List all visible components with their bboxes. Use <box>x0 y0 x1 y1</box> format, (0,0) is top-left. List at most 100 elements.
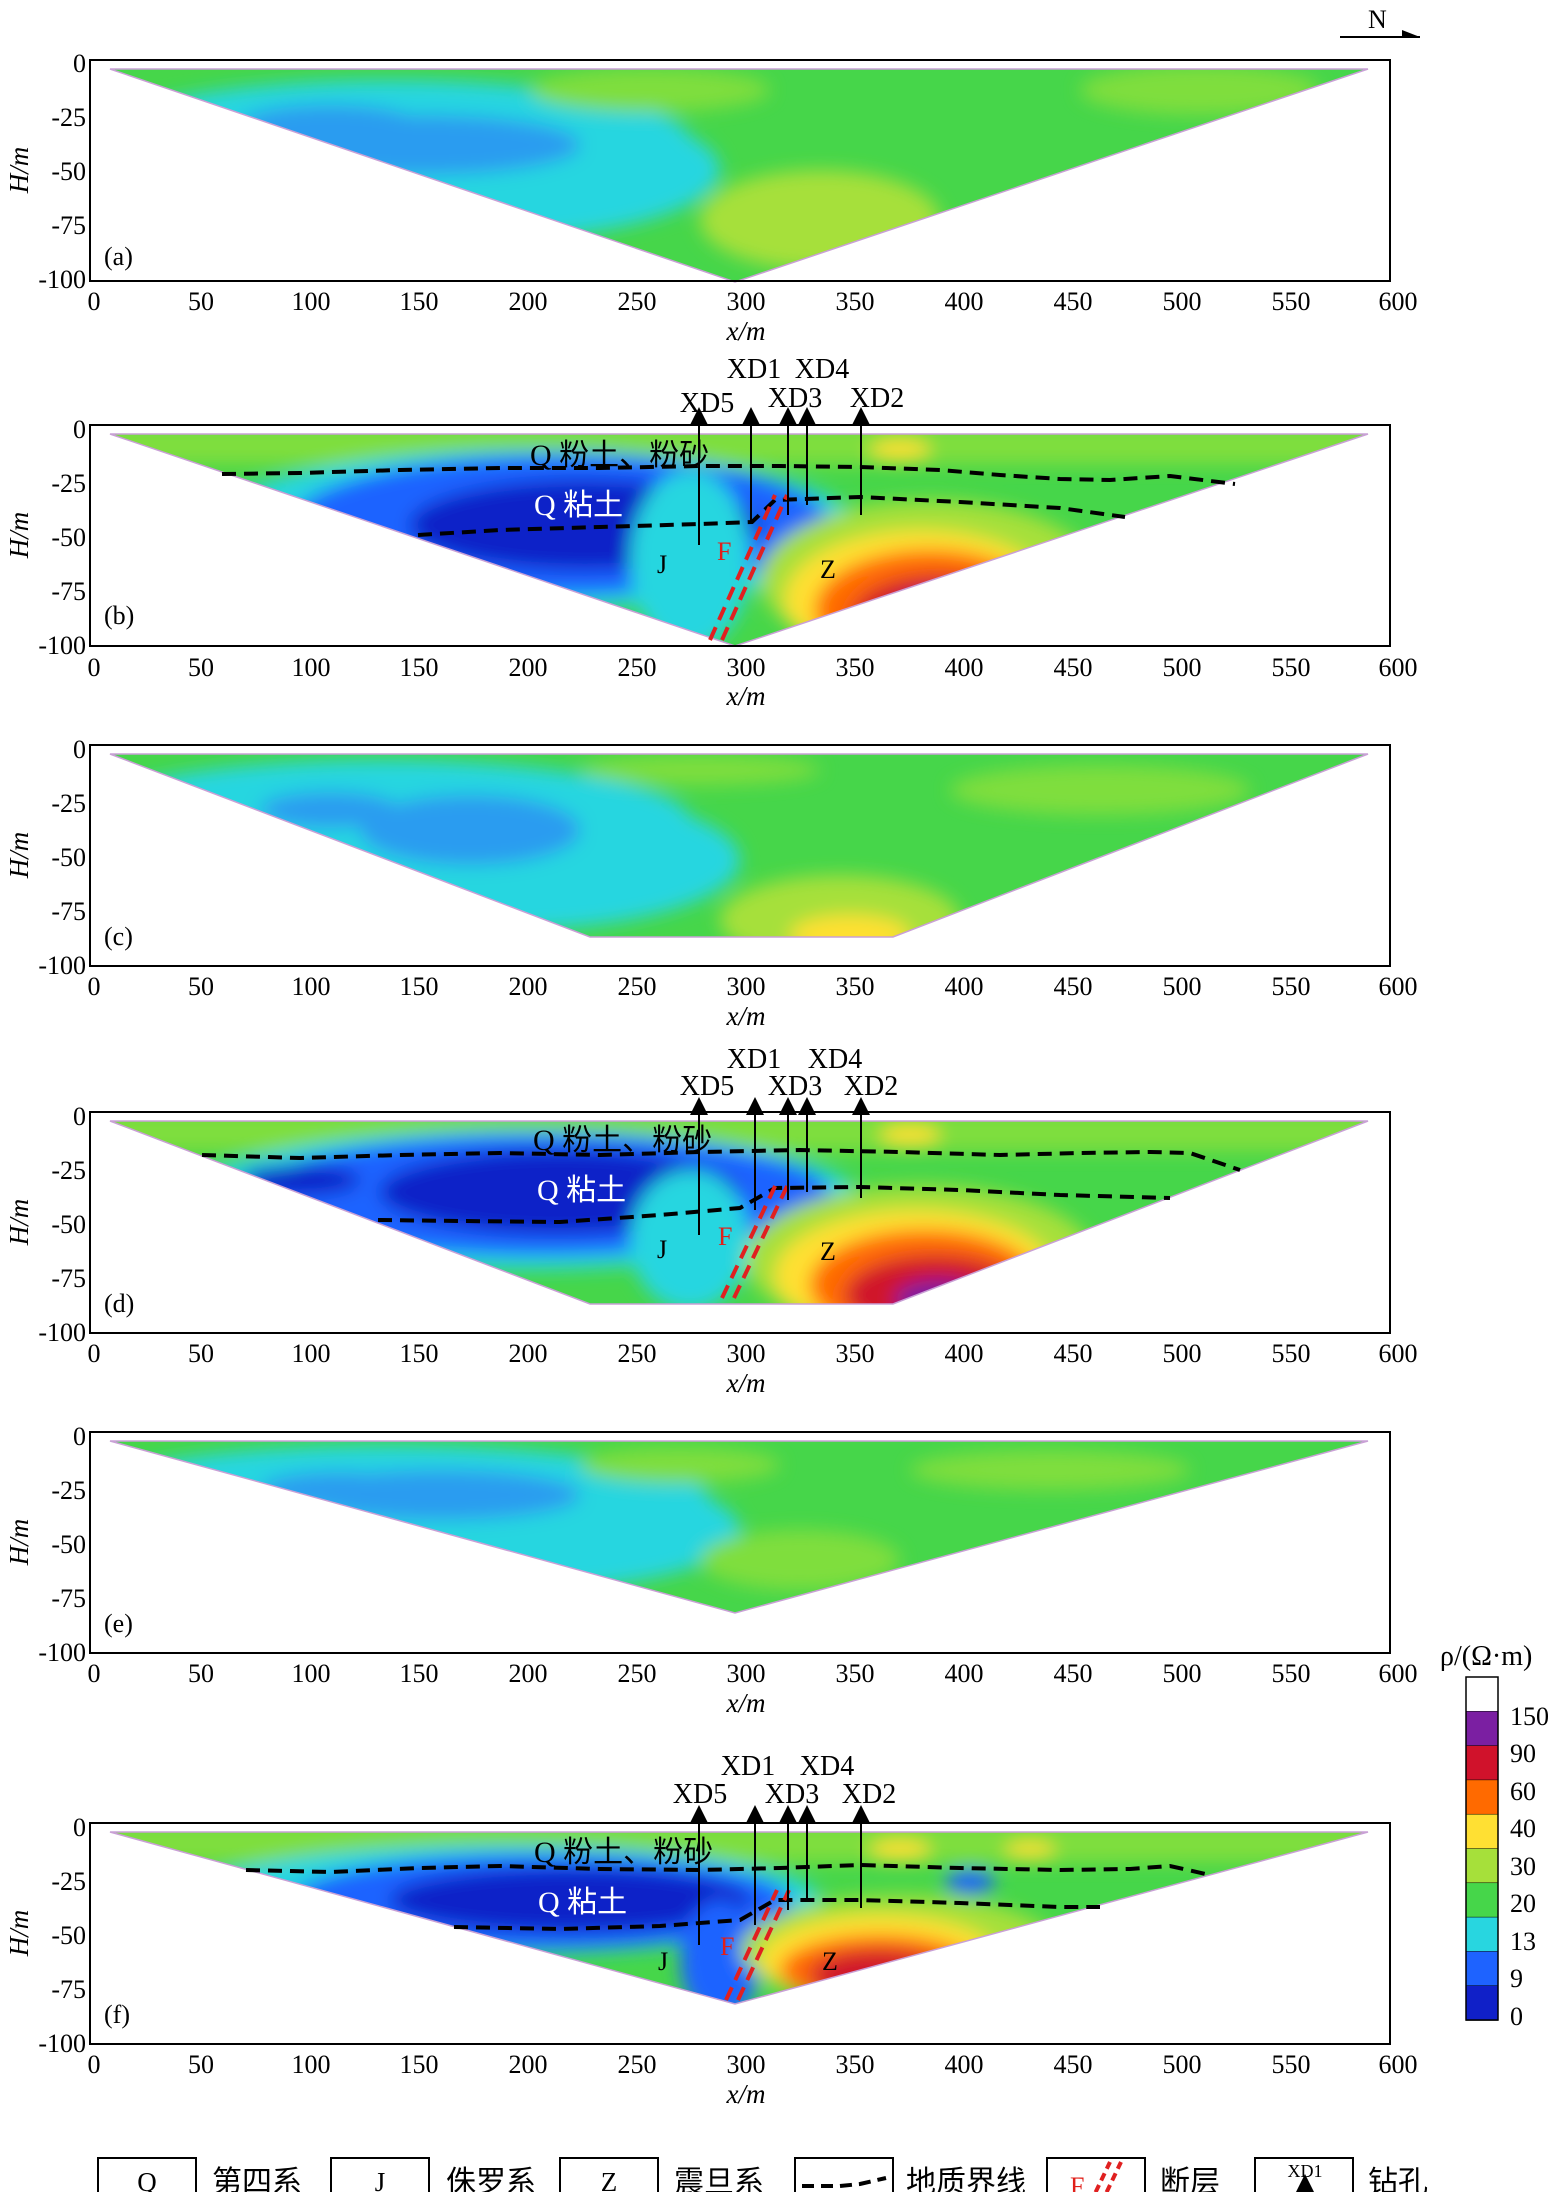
x-tick-label: 100 <box>292 1659 331 1688</box>
panel-b-geologic-boundaries <box>221 464 1236 537</box>
layer-label-clay: Q 粘土 <box>538 1886 627 1919</box>
y-tick-label: -100 <box>38 951 86 980</box>
legend-fault-text: 断层 <box>1160 2166 1220 2192</box>
y-tick-label: -25 <box>51 1156 86 1185</box>
x-tick-label: 400 <box>945 287 984 316</box>
borehole-label: XD4 <box>808 1044 862 1075</box>
x-tick-label: 500 <box>1163 653 1202 682</box>
legend-fault-box <box>1046 2157 1146 2192</box>
legend-q-text: 第四系 <box>212 2166 302 2192</box>
borehole-label: XD4 <box>800 1751 854 1782</box>
x-tick-label: 50 <box>188 1339 214 1368</box>
y-tick-label: -25 <box>51 789 86 818</box>
boundary-line-upper <box>221 464 1236 486</box>
legend-fault-symbol: F <box>1070 2172 1084 2192</box>
panel-d-frame <box>89 1111 1391 1334</box>
colorbar-swatch <box>1465 1813 1499 1850</box>
x-tick-label: 550 <box>1272 2050 1311 2079</box>
x-tick-label: 100 <box>292 972 331 1001</box>
panel-tag: (e) <box>104 1609 133 1638</box>
borehole-label: XD1 <box>727 354 781 385</box>
x-tick-label: 200 <box>509 1339 548 1368</box>
x-tick-label: 50 <box>188 972 214 1001</box>
layer-label-clay: Q 粘土 <box>537 1174 626 1207</box>
y-tick-label: -75 <box>51 1975 86 2004</box>
x-tick-label: 550 <box>1272 1339 1311 1368</box>
y-tick-label: -50 <box>51 1921 86 1950</box>
x-axis-title: x/m <box>726 2079 766 2109</box>
panel-e: 0 50 100 150 200 250 300 350 400 450 500… <box>4 1422 1418 1718</box>
x-tick-label: 200 <box>509 972 548 1001</box>
x-tick-label: 500 <box>1163 287 1202 316</box>
y-tick-label: 0 <box>73 415 86 444</box>
y-tick-label: -50 <box>51 1210 86 1239</box>
colorbar-swatch <box>1465 1882 1499 1918</box>
x-axis-title: x/m <box>726 1001 766 1031</box>
y-tick-label: -25 <box>51 1867 86 1896</box>
borehole-label: XD2 <box>842 1779 896 1810</box>
borehole-label: XD2 <box>844 1071 898 1102</box>
x-tick-label: 200 <box>509 2050 548 2079</box>
x-tick-label: 0 <box>88 287 101 316</box>
colorbar-swatch <box>1465 1711 1499 1747</box>
boundary-line-lower <box>417 494 1126 537</box>
y-tick-label: -75 <box>51 211 86 240</box>
y-axis-title: H/m <box>4 1910 34 1958</box>
panel-f-x-ticks: 0 50 100 150 200 250 300 350 400 450 500… <box>88 2050 1418 2079</box>
colorbar-label: 20 <box>1510 1889 1536 1918</box>
x-tick-label: 600 <box>1379 1339 1418 1368</box>
panel-f-frame <box>89 1822 1391 2045</box>
x-tick-label: 0 <box>88 1339 101 1368</box>
panel-a-x-ticks: 0 50 100 150 200 250 300 350 400 450 500… <box>88 287 1418 316</box>
x-tick-label: 50 <box>188 653 214 682</box>
layer-label-clay: Q 粘土 <box>534 489 623 522</box>
borehole-label: XD4 <box>795 354 849 385</box>
x-axis-title: x/m <box>726 1368 766 1398</box>
x-tick-label: 550 <box>1272 653 1311 682</box>
x-tick-label: 400 <box>945 1659 984 1688</box>
colorbar-title: ρ/(Ω·m) <box>1440 1641 1532 1672</box>
x-tick-label: 300 <box>727 287 766 316</box>
y-tick-label: 0 <box>73 1813 86 1842</box>
colorbar-label: 0 <box>1510 2002 1523 2031</box>
north-arrow-head <box>1402 30 1420 37</box>
y-tick-label: -50 <box>51 1530 86 1559</box>
x-tick-label: 50 <box>188 1659 214 1688</box>
borehole-label: XD3 <box>768 383 822 414</box>
x-tick-label: 150 <box>400 1659 439 1688</box>
y-tick-label: -100 <box>38 631 86 660</box>
panel-e-y-ticks: 0 -25 -50 -75 -100 <box>38 1422 86 1667</box>
x-axis-title: x/m <box>726 681 766 711</box>
colorbar-swatch <box>1465 1779 1499 1815</box>
fault-label: F <box>718 1222 732 1251</box>
y-axis-title: H/m <box>4 512 34 560</box>
x-tick-label: 250 <box>618 1339 657 1368</box>
colorbar-frame <box>1465 1676 1499 2021</box>
strat-label-j: J <box>657 550 667 579</box>
x-tick-label: 350 <box>836 2050 875 2079</box>
x-tick-label: 50 <box>188 2050 214 2079</box>
x-tick-label: 150 <box>400 2050 439 2079</box>
x-tick-label: 0 <box>88 653 101 682</box>
panel-f-fault <box>724 1889 791 2001</box>
legend-z-box <box>559 2157 659 2192</box>
y-tick-label: -25 <box>51 469 86 498</box>
y-tick-label: -100 <box>38 1318 86 1347</box>
x-tick-label: 400 <box>945 1339 984 1368</box>
colorbar-label: 60 <box>1510 1777 1536 1806</box>
panel-b-x-ticks: 0 50 100 150 200 250 300 350 400 450 500… <box>88 653 1418 682</box>
legend-j-symbol: J <box>375 2167 386 2192</box>
x-tick-label: 250 <box>618 972 657 1001</box>
legend-q-box <box>97 2157 197 2192</box>
x-tick-label: 300 <box>727 1659 766 1688</box>
y-tick-label: 0 <box>73 735 86 764</box>
x-tick-label: 500 <box>1163 1339 1202 1368</box>
panel-f-boreholes: XD5 XD1 XD3 XD4 XD2 <box>673 1751 896 1945</box>
layer-label-silt: Q 粉土、粉砂 <box>530 439 709 472</box>
colorbar-swatch <box>1465 1985 1499 2021</box>
y-tick-label: 0 <box>73 1422 86 1451</box>
y-tick-label: -50 <box>51 843 86 872</box>
boundary-line-upper <box>245 1862 1211 1877</box>
y-axis-title: H/m <box>4 832 34 880</box>
layer-label-silt: Q 粉土、粉砂 <box>534 1836 713 1869</box>
